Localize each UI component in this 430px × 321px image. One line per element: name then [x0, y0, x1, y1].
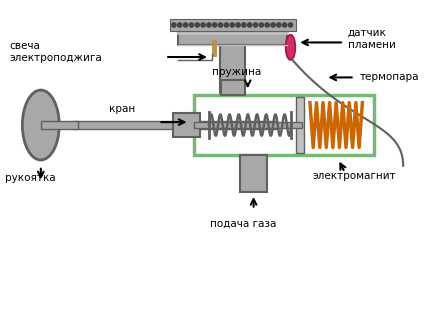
Bar: [240, 155, 267, 192]
Bar: [220, 45, 245, 107]
Bar: [73, 121, 277, 129]
Text: электромагнит: электромагнит: [313, 170, 396, 180]
Bar: [178, 33, 287, 45]
Text: подача газа: подача газа: [210, 219, 276, 229]
Circle shape: [189, 23, 194, 27]
Text: пружина: пружина: [212, 66, 261, 77]
Ellipse shape: [22, 90, 59, 160]
Circle shape: [265, 23, 269, 27]
Circle shape: [178, 23, 182, 27]
Text: свеча
электроподжига: свеча электроподжига: [10, 41, 102, 63]
Bar: [194, 122, 302, 128]
Circle shape: [218, 23, 223, 27]
Circle shape: [289, 23, 293, 27]
Circle shape: [184, 23, 188, 27]
Bar: [221, 80, 245, 95]
Circle shape: [212, 23, 217, 27]
Text: датчик
пламени: датчик пламени: [348, 27, 396, 50]
Text: кран: кран: [109, 105, 135, 115]
Circle shape: [242, 23, 246, 27]
Circle shape: [253, 23, 258, 27]
Circle shape: [236, 23, 240, 27]
Bar: [173, 113, 200, 137]
Circle shape: [224, 23, 228, 27]
Text: рукоятка: рукоятка: [5, 173, 55, 184]
Bar: [296, 97, 304, 153]
Bar: [170, 19, 296, 31]
Circle shape: [259, 23, 264, 27]
Ellipse shape: [286, 35, 295, 60]
Circle shape: [201, 23, 205, 27]
Circle shape: [276, 23, 281, 27]
Circle shape: [172, 23, 176, 27]
Circle shape: [283, 23, 287, 27]
Bar: [41, 121, 78, 129]
Circle shape: [271, 23, 275, 27]
Circle shape: [230, 23, 234, 27]
Text: термопара: термопара: [359, 73, 419, 82]
Circle shape: [207, 23, 211, 27]
Circle shape: [195, 23, 200, 27]
Circle shape: [248, 23, 252, 27]
Bar: [194, 95, 374, 155]
